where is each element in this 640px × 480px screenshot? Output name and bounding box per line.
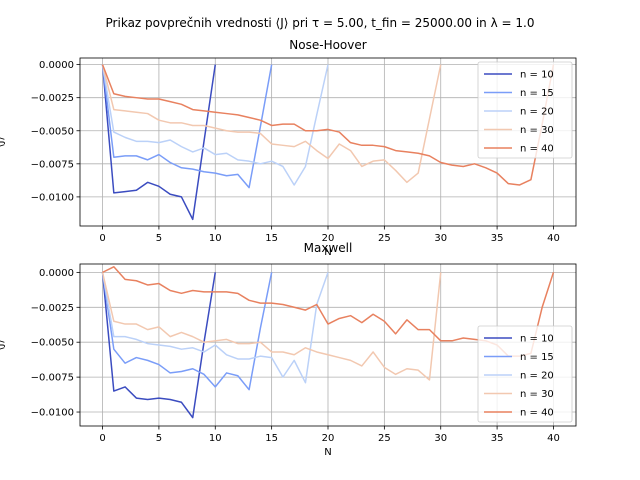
- x-tick-label: 15: [265, 433, 278, 444]
- y-axis-label: ⟨J⟩: [0, 340, 6, 351]
- legend-box: [477, 61, 573, 159]
- series-line-3: [101, 64, 329, 186]
- legend-label: n = 20: [520, 371, 554, 382]
- y-tick-label: −0.0100: [31, 408, 74, 419]
- legend-label: n = 15: [520, 352, 554, 363]
- x-tick-label: 10: [209, 433, 222, 444]
- x-tick-label: 0: [99, 233, 105, 244]
- x-tick-label: 25: [378, 233, 391, 244]
- x-axis-label: N: [324, 447, 331, 458]
- y-axis-label: ⟨J⟩: [0, 137, 6, 148]
- series-line-2: [101, 64, 273, 189]
- legend-label: n = 15: [520, 88, 554, 99]
- y-tick-label: −0.0075: [31, 159, 74, 170]
- legend-label: n = 30: [520, 125, 554, 136]
- y-tick-label: −0.0025: [31, 93, 74, 104]
- x-tick-label: 20: [322, 233, 335, 244]
- legend-box: [477, 325, 573, 423]
- series-line-5: [101, 64, 555, 186]
- y-tick-label: −0.0050: [31, 126, 74, 137]
- legend-label: n = 30: [520, 389, 554, 400]
- x-tick-label: 15: [265, 233, 278, 244]
- y-tick-label: −0.0025: [31, 303, 74, 314]
- axes-title: Maxwell: [304, 241, 353, 255]
- x-tick-label: 40: [547, 233, 560, 244]
- legend-label: n = 10: [520, 70, 554, 81]
- x-tick-label: 20: [322, 433, 335, 444]
- x-tick-label: 10: [209, 233, 222, 244]
- legend-label: n = 40: [520, 144, 554, 155]
- y-tick-label: 0.0000: [39, 268, 74, 279]
- y-tick-label: −0.0075: [31, 373, 74, 384]
- x-tick-label: 5: [156, 433, 162, 444]
- x-tick-label: 35: [491, 433, 504, 444]
- figure-suptitle: Prikaz povprečnih vrednosti ⟨J⟩ pri τ = …: [106, 16, 535, 30]
- legend: n = 10 n = 15 n = 20 n = 30 n = 40: [477, 61, 573, 159]
- x-tick-label: 30: [434, 233, 447, 244]
- series-line-4: [101, 64, 442, 184]
- y-tick-label: −0.0100: [31, 192, 74, 203]
- x-tick-label: 0: [99, 433, 105, 444]
- x-tick-label: 35: [491, 233, 504, 244]
- x-axis-label: N: [324, 247, 331, 258]
- x-tick-label: 40: [547, 433, 560, 444]
- series-line-2: [101, 272, 273, 391]
- axes-nose-hoover: 0 5 10 15 20 25 30 35 40 0.0000 −0.0025 −0.0050 −0.0…: [0, 38, 577, 258]
- y-tick-label: −0.0050: [31, 338, 74, 349]
- legend: n = 10 n = 15 n = 20 n = 30 n = 40: [477, 325, 573, 423]
- x-tick-label: 25: [378, 433, 391, 444]
- x-tick-label: 30: [434, 433, 447, 444]
- legend-label: n = 20: [520, 107, 554, 118]
- series-line-4: [101, 272, 442, 381]
- legend-label: n = 40: [520, 408, 554, 419]
- y-tick-label: 0.0000: [39, 60, 74, 71]
- series-line-3: [101, 272, 329, 384]
- series-line-1: [101, 272, 217, 419]
- axes-title: Nose-Hoover: [289, 38, 366, 52]
- x-tick-label: 5: [156, 233, 162, 244]
- series-line-1: [101, 64, 217, 221]
- axes-maxwell: 0 5 10 15 20 25 30 35 40 0.0000 −0.0025 −0.0050 −0.0…: [0, 241, 577, 458]
- legend-label: n = 10: [520, 334, 554, 345]
